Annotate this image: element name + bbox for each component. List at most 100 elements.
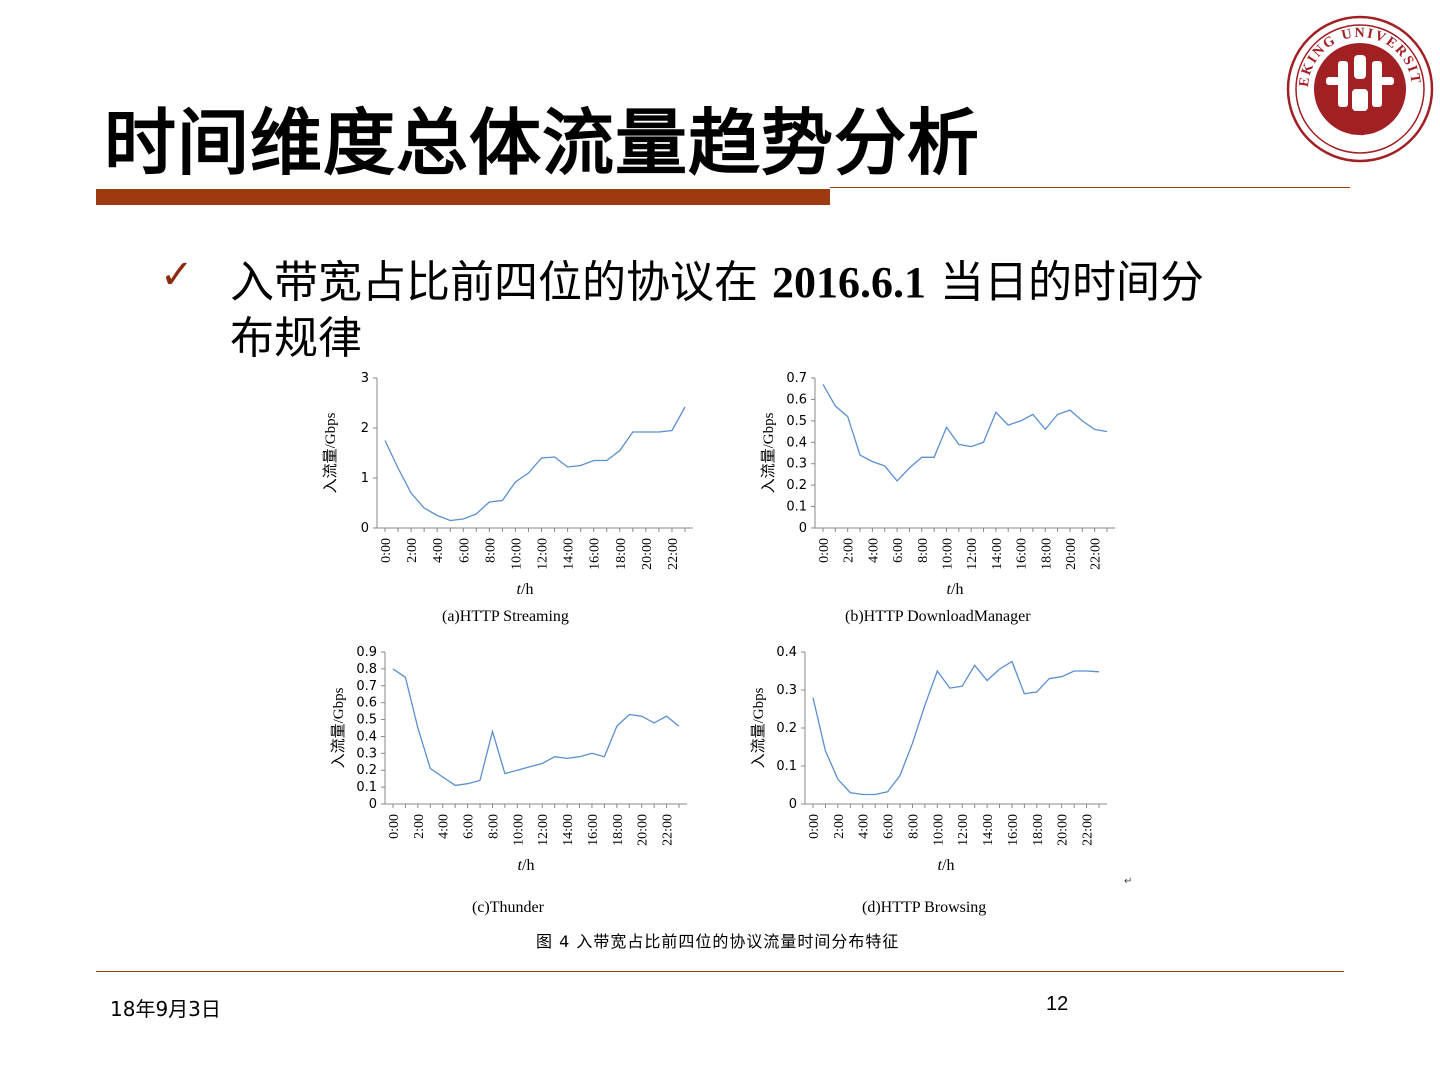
x-tick-label: 2:00	[842, 538, 857, 563]
x-tick-label: 22:00	[1081, 814, 1096, 846]
x-tick-label: 22:00	[1089, 538, 1104, 570]
caption-c: (c)Thunder	[472, 899, 544, 916]
y-tick-label: 0.6	[356, 696, 377, 711]
x-tick-label: 0:00	[387, 814, 402, 839]
checkmark-icon: ✓	[160, 252, 194, 298]
y-tick-label: 1	[361, 471, 369, 486]
x-tick-label: 12:00	[956, 814, 971, 846]
slide-title: 时间维度总体流量趋势分析	[104, 101, 981, 185]
logo-text-bottom: 1898	[1339, 119, 1378, 138]
y-tick-label: 0.7	[356, 679, 377, 694]
x-tick-label: 6:00	[457, 538, 472, 563]
y-tick-label: 0.4	[786, 435, 807, 450]
x-axis-label: t/h	[518, 857, 535, 872]
x-tick-label: 8:00	[483, 538, 498, 563]
bullet-text: 入带宽占比前四位的协议在 2016.6.1 当日的时间分布规律	[230, 255, 1230, 367]
x-axis-label: t/h	[938, 857, 955, 872]
x-tick-label: 20:00	[640, 538, 655, 570]
x-tick-label: 14:00	[981, 814, 996, 846]
x-tick-label: 16:00	[1006, 814, 1021, 846]
x-tick-label: 12:00	[536, 538, 551, 570]
series-line	[384, 406, 686, 522]
footer-divider	[96, 971, 1344, 972]
y-tick-label: 0.2	[776, 721, 797, 736]
y-tick-label: 0.8	[356, 662, 377, 677]
x-tick-label: 12:00	[965, 538, 980, 570]
chart-thunder: 0 0.1 0.2 0.3 0.4 0.5 0.6 0.7 0.8 0.9 0:00 2:00 4:00…	[305, 642, 705, 872]
x-tick-label: 18:00	[1031, 814, 1046, 846]
y-axis-label: 入流量/Gbps	[330, 687, 347, 768]
x-tick-label: 10:00	[931, 814, 946, 846]
x-tick-label: 22:00	[661, 814, 676, 846]
x-tick-label: 18:00	[1039, 538, 1054, 570]
x-tick-label: 12:00	[536, 814, 551, 846]
y-tick-label: 0.4	[776, 645, 797, 660]
peking-university-logo: PEKING UNIVERSITY 1898	[1280, 4, 1434, 163]
x-tick-label: 4:00	[431, 538, 446, 563]
x-tick-label: 10:00	[509, 538, 524, 570]
x-tick-label: 16:00	[588, 538, 603, 570]
bullet-date: 2016.6.1	[772, 258, 926, 307]
y-tick-label: 0	[369, 797, 377, 812]
x-tick-label: 14:00	[561, 814, 576, 846]
y-tick-label: 0	[799, 521, 807, 536]
y-tick-label: 0.2	[786, 478, 807, 493]
y-tick-label: 0.3	[776, 683, 797, 698]
x-axis-label: t/h	[947, 581, 964, 598]
x-tick-label: 4:00	[437, 814, 452, 839]
chart-svg: 0 1 2 3 0:00 2:00 4:00 6:00 8:00 10:00 12:00 14:00 1…	[322, 371, 693, 598]
page-number: 12	[1046, 993, 1069, 1015]
x-tick-label: 4:00	[857, 814, 872, 839]
y-tick-label: 0.1	[356, 780, 377, 795]
x-tick-label: 8:00	[486, 814, 501, 839]
x-tick-label: 2:00	[832, 814, 847, 839]
chart-svg: 0 0.1 0.2 0.3 0.40.5 0.6 0.7 0.8 0.9 0:00 2:00 4:00…	[330, 645, 687, 872]
y-axis-label: 入流量/Gbps	[760, 412, 777, 493]
bullet-suffix: 当日的时间分布规律	[230, 257, 1204, 364]
chart-http-streaming: 0 1 2 3 0:00 2:00 4:00 6:00 8:00 10:00 12:00 14:00 1…	[305, 368, 705, 598]
x-tick-label: 0:00	[807, 814, 822, 839]
x-tick-label: 2:00	[405, 538, 420, 563]
y-tick-label: 0.1	[776, 759, 797, 774]
x-tick-label: 2:00	[412, 814, 427, 839]
x-tick-label: 18:00	[614, 538, 629, 570]
y-tick-label: 0.2	[356, 763, 377, 778]
x-tick-label: 20:00	[1064, 538, 1079, 570]
figure-caption: 图 4 入带宽占比前四位的协议流量时间分布特征	[536, 932, 900, 951]
footer-date: 18年9月3日	[110, 997, 221, 1021]
chart-svg: 0 0.1 0.2 0.3 0.4 0.5 0.6 0.7 0:00 2:00 4:00 6:00 8:…	[760, 371, 1115, 598]
y-axis-label: 入流量/Gbps	[322, 412, 339, 493]
y-tick-label: 0.7	[786, 371, 807, 386]
title-underline-thin	[830, 187, 1350, 188]
y-tick-label: 0.1	[786, 500, 807, 515]
bullet-prefix: 入带宽占比前四位的协议在	[230, 257, 772, 308]
caption-b: (b)HTTP DownloadManager	[845, 608, 1031, 625]
y-tick-label: 0.5	[786, 414, 807, 429]
x-tick-label: 22:00	[666, 538, 681, 570]
x-tick-label: 6:00	[882, 814, 897, 839]
x-tick-label: 6:00	[891, 538, 906, 563]
series-line	[392, 668, 680, 787]
chart-http-browsing: 0 0.1 0.2 0.3 0.4 0:00 2:00 4:00 6:00 8:00 10:00 12…	[725, 642, 1125, 872]
title-underline-thick	[96, 189, 830, 205]
chart-svg: 0 0.1 0.2 0.3 0.4 0:00 2:00 4:00 6:00 8:00 10:00 12…	[750, 645, 1107, 872]
y-tick-label: 0.6	[786, 392, 807, 407]
x-tick-label: 20:00	[636, 814, 651, 846]
x-tick-label: 10:00	[511, 814, 526, 846]
y-tick-label: 2	[361, 421, 369, 436]
y-axis-label: 入流量/Gbps	[750, 687, 767, 768]
return-mark: ↵	[1124, 876, 1133, 887]
x-tick-label: 0:00	[379, 538, 394, 563]
x-tick-label: 8:00	[916, 538, 931, 563]
y-tick-label: 0	[789, 797, 797, 812]
y-tick-label: 3	[361, 371, 369, 386]
x-tick-label: 14:00	[562, 538, 577, 570]
x-tick-label: 8:00	[906, 814, 921, 839]
x-tick-label: 20:00	[1056, 814, 1071, 846]
y-tick-label: 0.4	[356, 729, 377, 744]
x-tick-label: 16:00	[586, 814, 601, 846]
y-tick-label: 0.9	[356, 645, 377, 660]
chart-http-downloadmanager: 0 0.1 0.2 0.3 0.4 0.5 0.6 0.7 0:00 2:00 4:00 6:00 8:…	[735, 368, 1135, 598]
caption-a: (a)HTTP Streaming	[442, 608, 569, 625]
x-tick-label: 18:00	[611, 814, 626, 846]
